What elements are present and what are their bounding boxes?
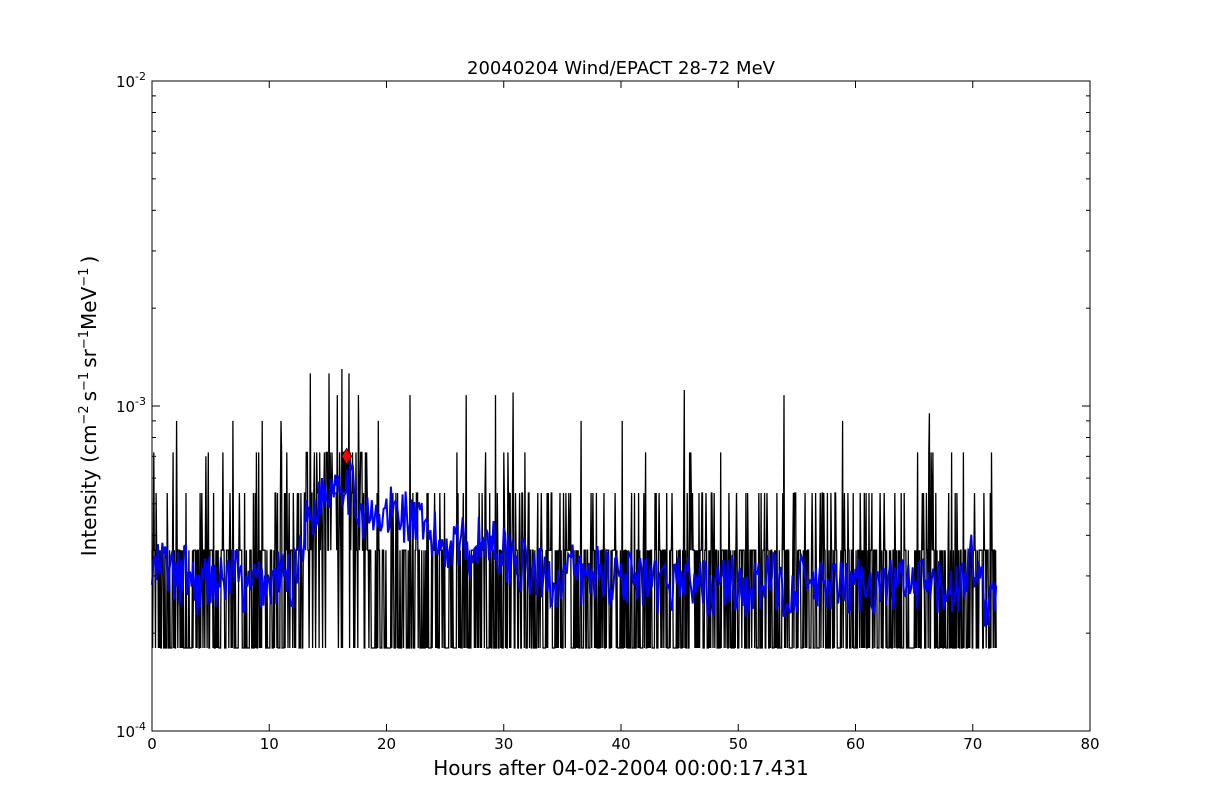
y-tick-label: 10-2 bbox=[116, 70, 146, 91]
y-tick-label: 10-3 bbox=[116, 395, 146, 416]
y-tick-base: 10 bbox=[116, 73, 135, 91]
y-tick-base: 10 bbox=[116, 398, 135, 416]
x-tick-label: 80 bbox=[1080, 735, 1099, 753]
y-tick-exponent: -2 bbox=[135, 70, 146, 83]
y-tick-base: 10 bbox=[116, 723, 135, 741]
x-tick-label: 50 bbox=[729, 735, 748, 753]
x-axis-label: Hours after 04-02-2004 00:00:17.431 bbox=[433, 756, 809, 780]
y-label-base: Intensity (cm bbox=[77, 425, 101, 557]
y-label-exp4: −1 bbox=[77, 268, 92, 287]
x-tick-label: 10 bbox=[260, 735, 279, 753]
y-label-mid2: sr bbox=[77, 348, 101, 367]
x-tick-label: 70 bbox=[963, 735, 982, 753]
y-axis: 10-410-310-2 bbox=[116, 70, 1090, 741]
raw-series bbox=[151, 368, 997, 649]
y-tick-exponent: -4 bbox=[135, 720, 146, 733]
x-tick-label: 0 bbox=[147, 735, 157, 753]
y-tick-exponent: -3 bbox=[135, 395, 146, 408]
x-axis: 0 10 20 30 40 50 60 70 80 bbox=[147, 81, 1100, 753]
y-label-mid3: MeV bbox=[77, 286, 101, 330]
smoothed-series-line bbox=[151, 461, 998, 627]
y-label-exp3: −1 bbox=[77, 330, 92, 349]
peak-marker bbox=[341, 447, 353, 466]
x-tick-label: 60 bbox=[846, 735, 865, 753]
y-axis-label: Intensity (cm−2s−1sr−1MeV−1) bbox=[77, 256, 101, 557]
x-tick-label: 30 bbox=[494, 735, 513, 753]
y-tick-label: 10-4 bbox=[116, 720, 146, 741]
x-tick-label: 20 bbox=[377, 735, 396, 753]
peak-marker-layer bbox=[341, 447, 353, 466]
y-label-exp1: −2 bbox=[77, 405, 92, 424]
raw-series-line bbox=[151, 368, 997, 649]
y-label-exp2: −1 bbox=[77, 372, 92, 391]
y-label-mid1: s bbox=[77, 391, 101, 401]
smoothed-series bbox=[151, 461, 998, 627]
chart-title: 20040204 Wind/EPACT 28-72 MeV bbox=[467, 58, 776, 79]
x-tick-label: 40 bbox=[611, 735, 630, 753]
y-label-end: ) bbox=[77, 256, 101, 264]
